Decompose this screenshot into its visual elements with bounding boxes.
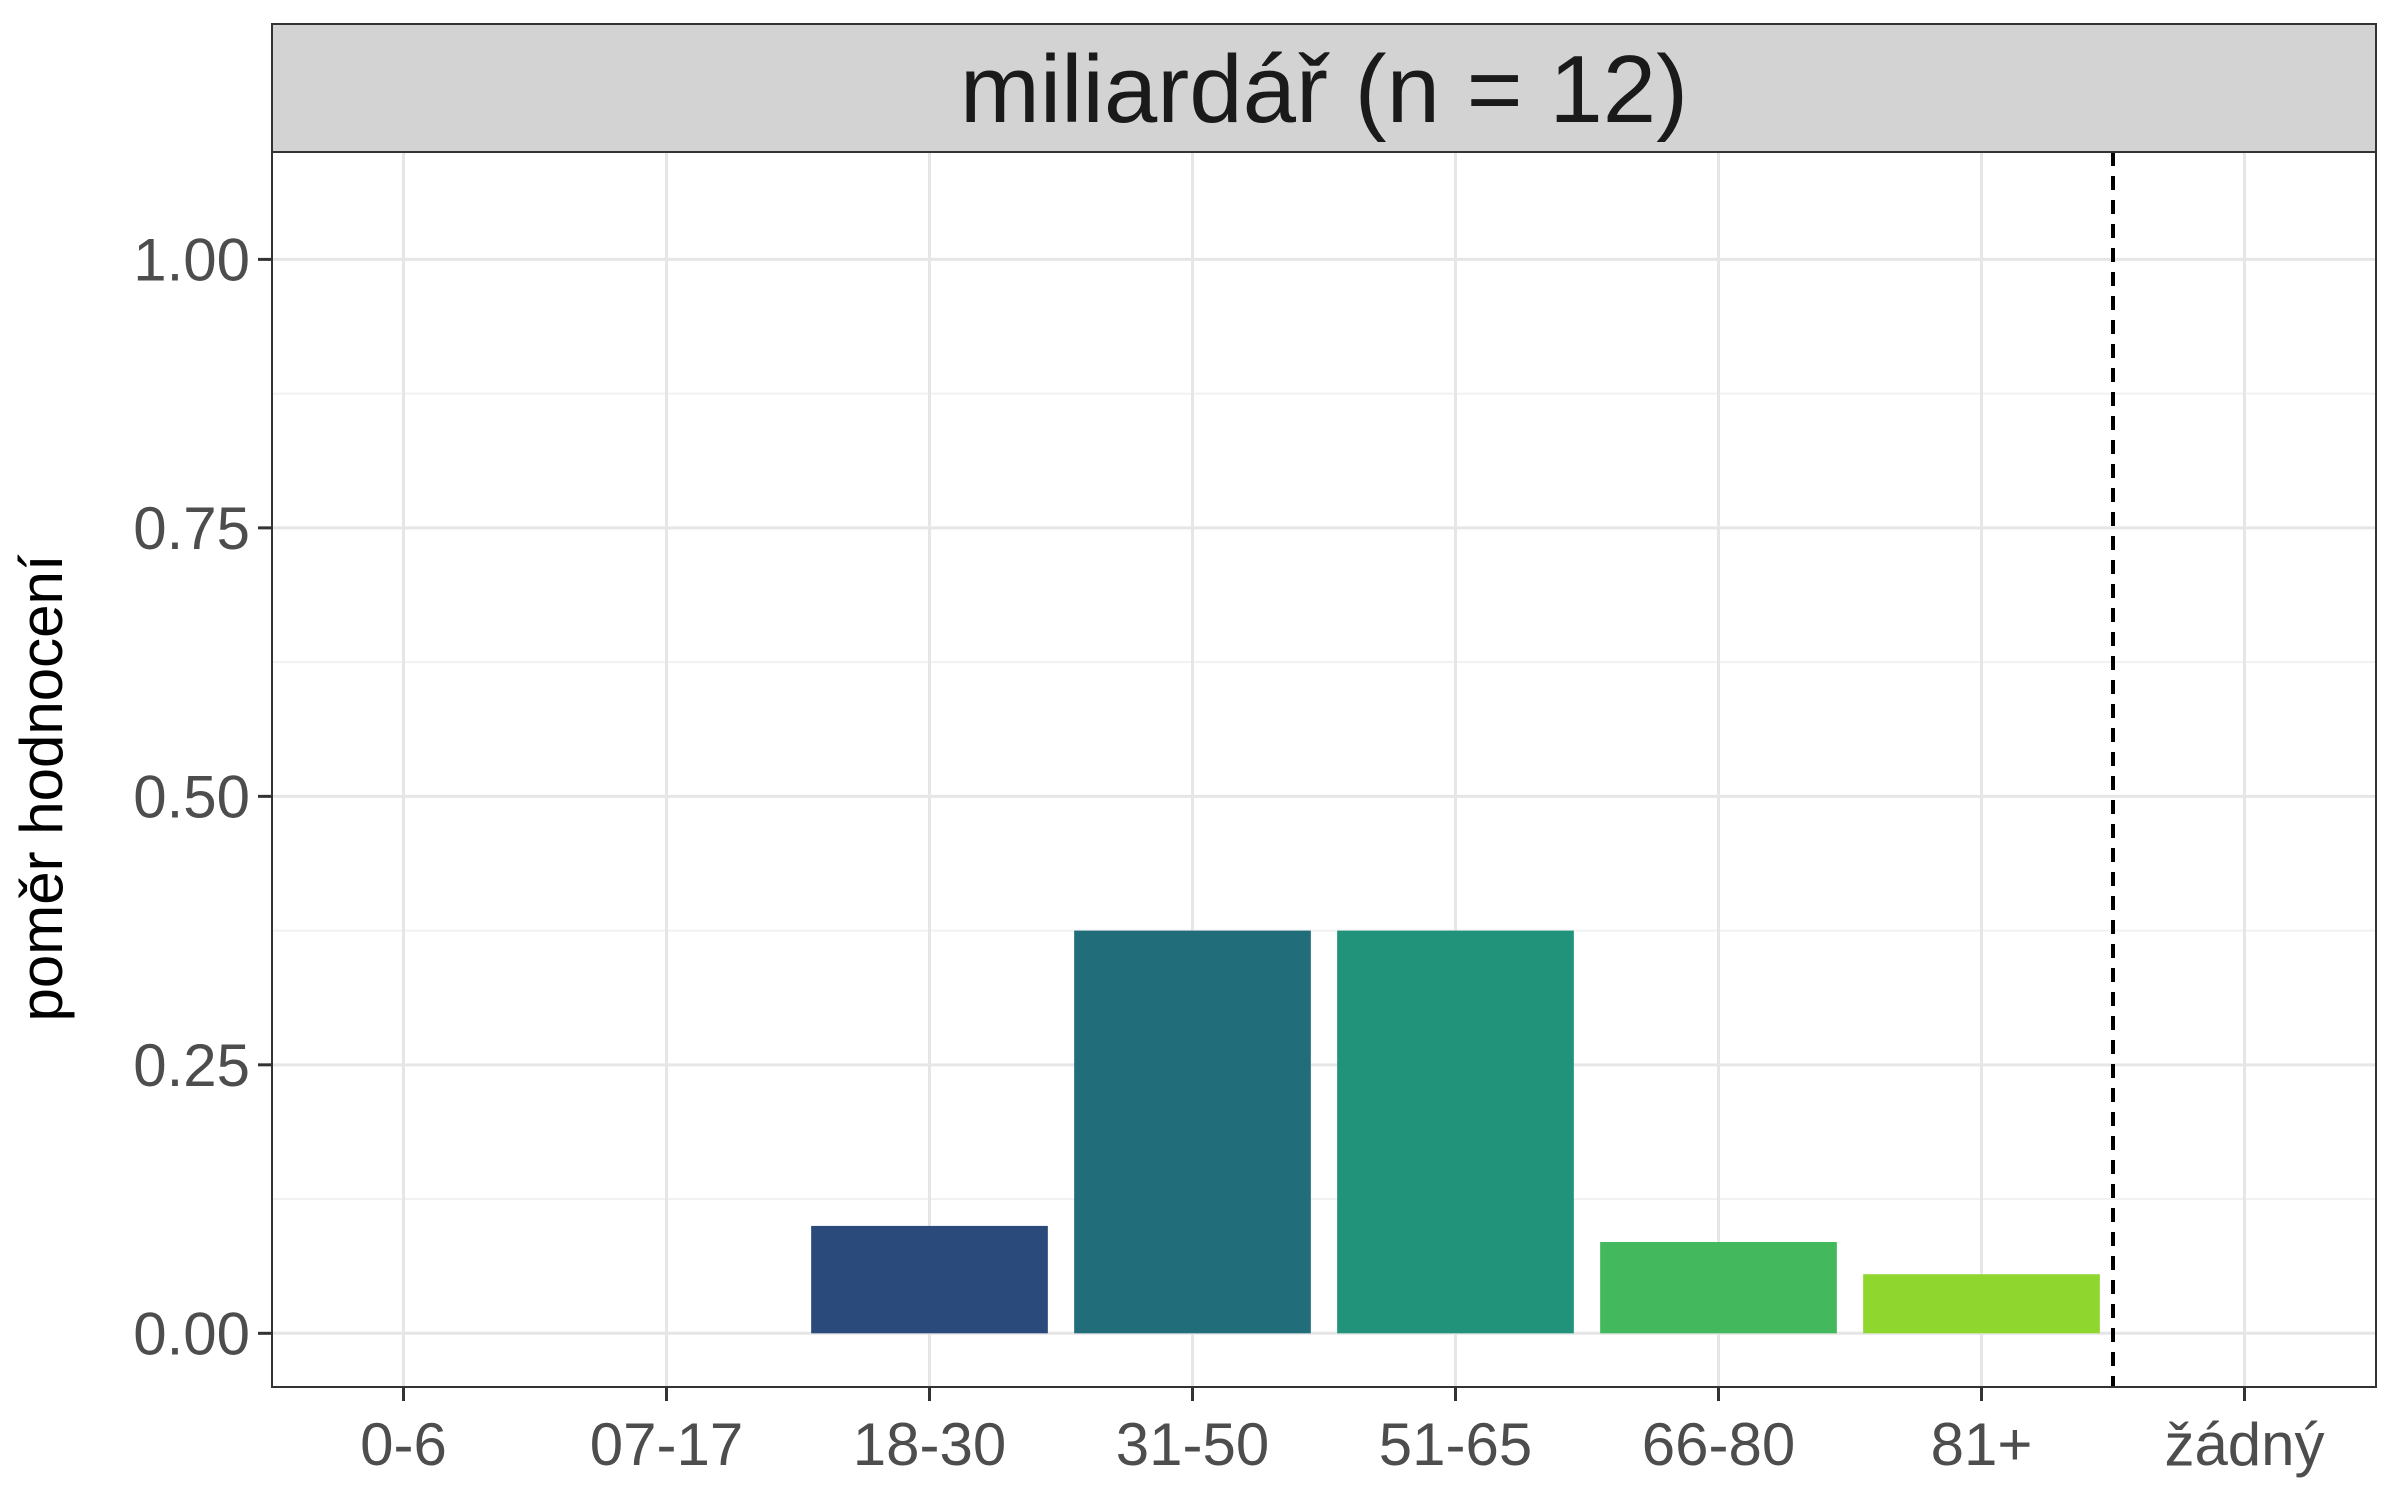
x-tick-label: 07-17 [590, 1411, 743, 1478]
x-tick-label: 31-50 [1116, 1411, 1269, 1478]
x-tick-label: žádný [2164, 1411, 2324, 1478]
y-axis: 0.00 0.25 0.50 0.75 1.00 [133, 226, 272, 1367]
panel-background [272, 152, 2376, 1387]
bar-66-80 [1600, 1242, 1837, 1334]
x-axis: 0-6 07-17 18-30 31-50 51-65 66-80 81+ žádný [360, 1387, 2325, 1478]
x-tick-label: 51-65 [1379, 1411, 1532, 1478]
bar-18-30 [811, 1225, 1048, 1334]
y-tick-label: 0.50 [133, 763, 250, 830]
y-tick-label: 0.75 [133, 495, 250, 562]
bar-51-65 [1337, 930, 1574, 1334]
x-tick-label: 66-80 [1642, 1411, 1795, 1478]
bar-81+ [1863, 1274, 2100, 1334]
bar-31-50 [1074, 930, 1311, 1334]
grid-lines [272, 152, 2376, 1387]
y-tick-label: 1.00 [133, 226, 250, 293]
y-tick-label: 0.25 [133, 1032, 250, 1099]
facet-title: miliardář (n = 12) [960, 36, 1688, 143]
x-tick-label: 81+ [1931, 1411, 2033, 1478]
bars [811, 930, 2100, 1334]
x-tick-label: 18-30 [853, 1411, 1006, 1478]
facet-strip-background [271, 23, 2377, 153]
x-tick-label: 0-6 [360, 1411, 447, 1478]
facet-strip: miliardář (n = 12) [271, 23, 2377, 153]
y-axis-title: poměr hodnocení [8, 554, 75, 1021]
y-tick-label: 0.00 [133, 1300, 250, 1367]
